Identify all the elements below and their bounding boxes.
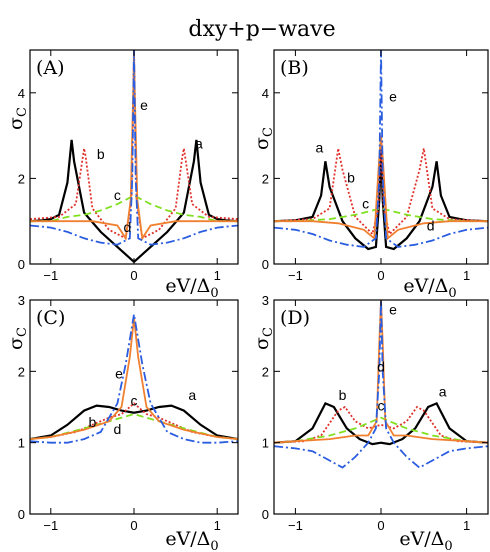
- x-tick-label: 1: [214, 268, 221, 283]
- x-tick-label: 0: [130, 268, 137, 283]
- y-axis-label: σC: [5, 327, 30, 350]
- panel-label: (C): [36, 307, 65, 329]
- series-line-d: [30, 50, 238, 241]
- panel-1: −1 0 1 0 2 4 (B) a bc d e σC eV/Δ0: [251, 49, 489, 301]
- series-line-e: [274, 300, 488, 469]
- panel-label: (B): [280, 57, 309, 79]
- curve-label-c: c: [114, 187, 121, 203]
- series-line-b: [274, 405, 488, 444]
- series-line-c: [30, 194, 238, 223]
- series-line-e: [30, 50, 238, 246]
- panel-label: (A): [36, 57, 65, 79]
- curve-label-d: d: [377, 358, 385, 374]
- curve-label-b: b: [347, 170, 355, 186]
- panel-3: −1 0 1 0 1 2 3 (D) a b c d e σC eV/Δ0: [251, 293, 489, 552]
- panel-0: −1 0 1 0 2 4 (A) a b cd e σC eV/Δ0: [5, 49, 239, 301]
- curve-label-e: e: [389, 301, 397, 317]
- y-tick-label: 1: [18, 436, 25, 451]
- y-tick-label: 0: [262, 507, 269, 522]
- y-tick-label: 3: [262, 293, 269, 308]
- curve-label-e: e: [115, 365, 123, 381]
- x-tick-label: 0: [377, 518, 384, 533]
- x-axis-label: eV/Δ0: [403, 275, 456, 301]
- x-axis-label: eV/Δ0: [165, 275, 218, 301]
- x-tick-label: 1: [463, 268, 470, 283]
- curve-label-d: d: [123, 219, 131, 235]
- curve-label-b: b: [89, 414, 97, 430]
- y-axis-label: σC: [251, 127, 276, 150]
- curve-label-d: d: [113, 421, 121, 437]
- y-axis-label: σC: [5, 107, 30, 130]
- y-tick-label: 2: [262, 171, 269, 186]
- panel-label: (D): [280, 307, 310, 329]
- series-line-c: [274, 416, 488, 444]
- curve-label-a: a: [188, 387, 196, 403]
- series-group: [274, 300, 488, 469]
- curve-label-d: d: [427, 218, 435, 234]
- curve-label-e: e: [140, 97, 148, 113]
- series-group: [30, 314, 238, 444]
- y-tick-label: 0: [262, 257, 269, 272]
- x-axis-label: eV/Δ0: [165, 528, 218, 552]
- y-tick-label: 4: [18, 86, 25, 101]
- curve-label-a: a: [439, 383, 447, 399]
- x-tick-label: 1: [463, 518, 470, 533]
- y-tick-label: 2: [262, 364, 269, 379]
- series-line-d: [274, 135, 488, 241]
- y-axis-label: σC: [251, 327, 276, 350]
- x-tick-label: −1: [43, 518, 58, 533]
- series-line-a: [30, 404, 238, 441]
- y-tick-label: 2: [18, 171, 25, 186]
- y-tick-label: 0: [18, 257, 25, 272]
- figure-title: dxy+p−wave: [188, 17, 335, 42]
- series-line-a: [30, 139, 238, 264]
- y-tick-label: 3: [18, 293, 25, 308]
- curve-label-c: c: [378, 398, 385, 414]
- series-line-e: [274, 50, 488, 248]
- x-tick-label: −1: [288, 268, 303, 283]
- curve-label-a: a: [315, 140, 323, 156]
- curve-label-e: e: [389, 88, 397, 104]
- x-tick-label: 1: [214, 518, 221, 533]
- curve-label-a: a: [195, 135, 203, 151]
- series-group: [274, 50, 488, 251]
- curve-label-b: b: [339, 387, 347, 403]
- series-line-d: [274, 300, 488, 444]
- series-line-d: [30, 317, 238, 440]
- y-tick-label: 4: [262, 86, 269, 101]
- panel-2: −1 0 1 0 1 2 3 (C) a b cd e σC eV/Δ0: [5, 293, 239, 552]
- x-tick-label: 0: [130, 518, 137, 533]
- x-tick-label: −1: [43, 268, 58, 283]
- y-tick-label: 1: [262, 436, 269, 451]
- curve-label-c: c: [131, 393, 138, 409]
- curve-label-b: b: [97, 146, 105, 162]
- x-tick-label: 0: [377, 268, 384, 283]
- series-group: [30, 50, 238, 264]
- series-line-a: [274, 401, 488, 446]
- y-tick-label: 0: [18, 507, 25, 522]
- series-line-e: [30, 314, 238, 444]
- y-tick-label: 2: [18, 364, 25, 379]
- x-axis-label: eV/Δ0: [399, 528, 452, 552]
- curve-label-c: c: [362, 195, 369, 211]
- x-tick-label: −1: [288, 518, 303, 533]
